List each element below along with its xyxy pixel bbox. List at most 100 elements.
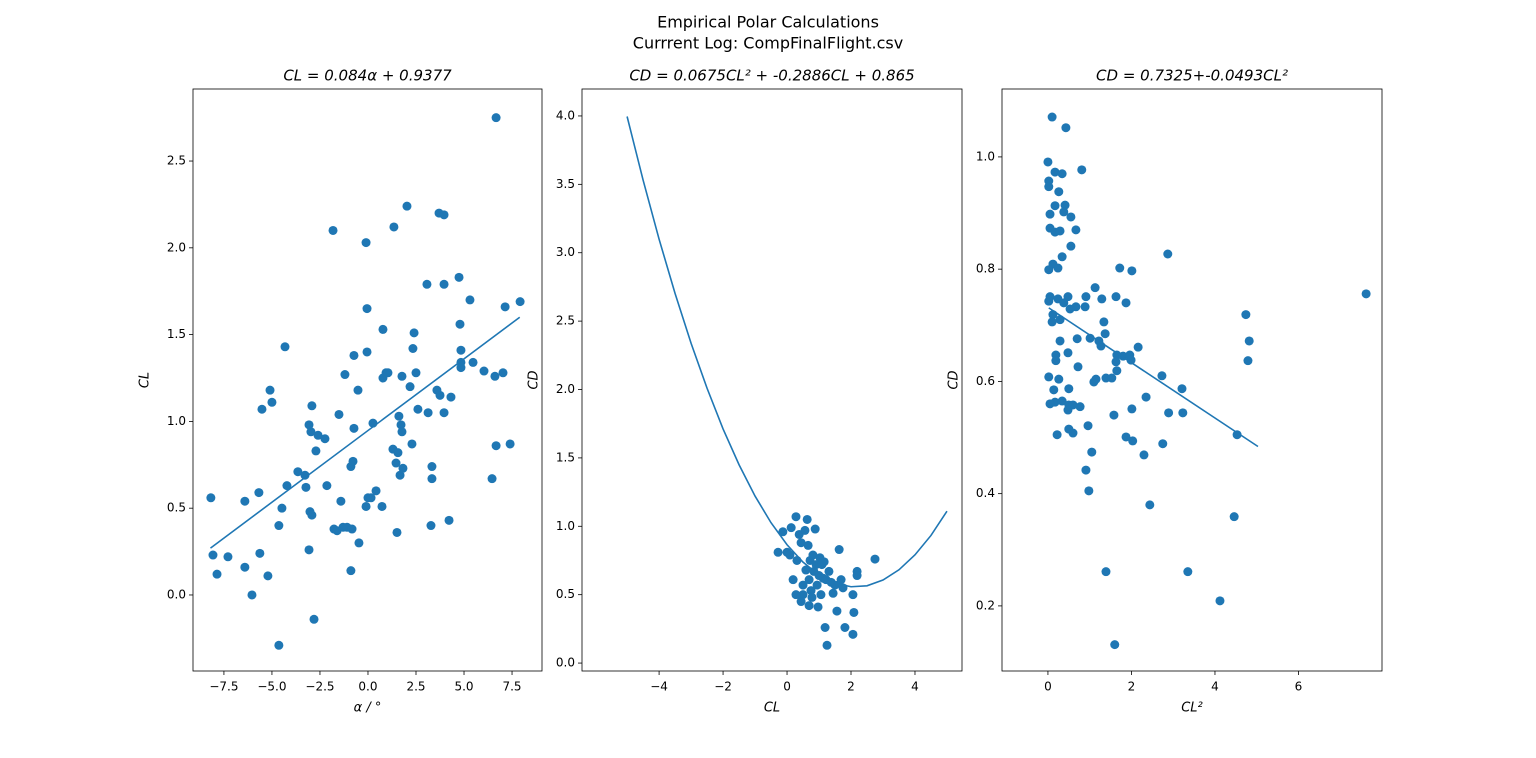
data-point — [411, 368, 421, 378]
data-point — [465, 295, 475, 305]
data-point — [785, 550, 795, 560]
data-point — [773, 547, 783, 557]
data-point — [791, 512, 801, 522]
figure-title: Empirical Polar Calculations — [657, 13, 879, 32]
data-point — [340, 370, 350, 380]
data-point — [334, 409, 344, 419]
data-point — [378, 324, 388, 334]
data-point — [1065, 304, 1075, 314]
data-point — [1066, 212, 1076, 222]
data-point — [377, 501, 387, 511]
data-point — [1064, 384, 1074, 394]
data-point — [361, 501, 371, 511]
data-point — [1077, 165, 1087, 175]
data-point — [309, 614, 319, 624]
data-point — [1141, 392, 1151, 402]
data-point — [1232, 430, 1242, 440]
data-point — [832, 606, 842, 616]
data-point — [274, 521, 284, 531]
y-tick-label: 2.5 — [556, 314, 575, 328]
data-point — [393, 448, 403, 458]
data-point — [413, 404, 423, 414]
data-point — [454, 272, 464, 282]
data-point — [824, 566, 834, 576]
axes-title: CD = 0.7325+-0.0493CL² — [1096, 67, 1288, 85]
data-point — [804, 601, 814, 611]
figure-subtitle: Currrent Log: CompFinalFlight.csv — [633, 34, 903, 53]
data-point — [828, 588, 838, 598]
x-axis-label: CL — [764, 701, 780, 716]
data-point — [348, 456, 358, 466]
y-tick-label: 3.5 — [556, 177, 575, 191]
data-point — [389, 222, 399, 232]
data-point — [1047, 112, 1057, 122]
data-point — [1127, 266, 1137, 276]
data-point — [280, 342, 290, 352]
data-point — [405, 382, 415, 392]
data-point — [409, 328, 419, 338]
data-point — [1084, 486, 1094, 496]
data-point — [819, 557, 829, 567]
data-point — [1081, 292, 1091, 302]
data-point — [304, 545, 314, 555]
data-point — [255, 548, 265, 558]
data-point — [311, 446, 321, 456]
data-point — [395, 470, 405, 480]
data-point — [796, 538, 806, 548]
data-point — [1241, 310, 1251, 320]
data-point — [1044, 182, 1054, 192]
y-tick-label: 1.5 — [167, 327, 186, 341]
data-point — [1183, 567, 1193, 577]
data-point — [1066, 241, 1076, 251]
fit-line — [210, 316, 521, 549]
data-point — [848, 590, 858, 600]
data-point — [487, 474, 497, 484]
data-point — [1057, 252, 1067, 262]
data-point — [1164, 408, 1174, 418]
data-point — [791, 590, 801, 600]
data-point — [1059, 298, 1069, 308]
data-point — [247, 590, 257, 600]
y-tick-label: 0.4 — [976, 486, 995, 500]
data-point — [1087, 447, 1097, 457]
data-point — [267, 397, 277, 407]
axes-frame — [192, 88, 543, 672]
x-tick-label: 7.5 — [502, 680, 521, 694]
data-point — [293, 467, 303, 477]
fit-line — [626, 116, 948, 588]
data-point — [1068, 428, 1078, 438]
x-tick-label: −7.5 — [209, 680, 238, 694]
y-tick-label: 3.0 — [556, 245, 575, 259]
data-point — [1060, 200, 1070, 210]
data-point — [1057, 169, 1067, 179]
x-tick-label: 0 — [1044, 680, 1052, 694]
data-point — [788, 575, 798, 585]
y-axis-label: CD — [527, 370, 542, 389]
data-point — [455, 319, 465, 329]
data-point — [1044, 296, 1054, 306]
data-point — [479, 366, 489, 376]
x-tick-label: −5.0 — [257, 680, 286, 694]
x-tick-label: 2 — [1128, 680, 1136, 694]
data-point — [439, 210, 449, 220]
data-point — [444, 515, 454, 525]
data-point — [834, 545, 844, 555]
data-point — [1061, 123, 1071, 133]
data-point — [1115, 263, 1125, 273]
y-tick-label: 0.8 — [976, 262, 995, 276]
axes-frame — [581, 88, 963, 672]
data-point — [849, 607, 859, 617]
data-point — [383, 368, 393, 378]
data-point — [515, 297, 525, 307]
data-point — [456, 345, 466, 355]
data-point — [353, 385, 363, 395]
y-tick-label: 1.0 — [976, 149, 995, 163]
data-point — [1243, 356, 1253, 366]
data-point — [1075, 402, 1085, 412]
data-point — [816, 590, 826, 600]
data-point — [328, 225, 338, 235]
data-point — [801, 565, 811, 575]
data-point — [282, 481, 292, 491]
data-point — [468, 357, 478, 367]
data-point — [822, 640, 832, 650]
